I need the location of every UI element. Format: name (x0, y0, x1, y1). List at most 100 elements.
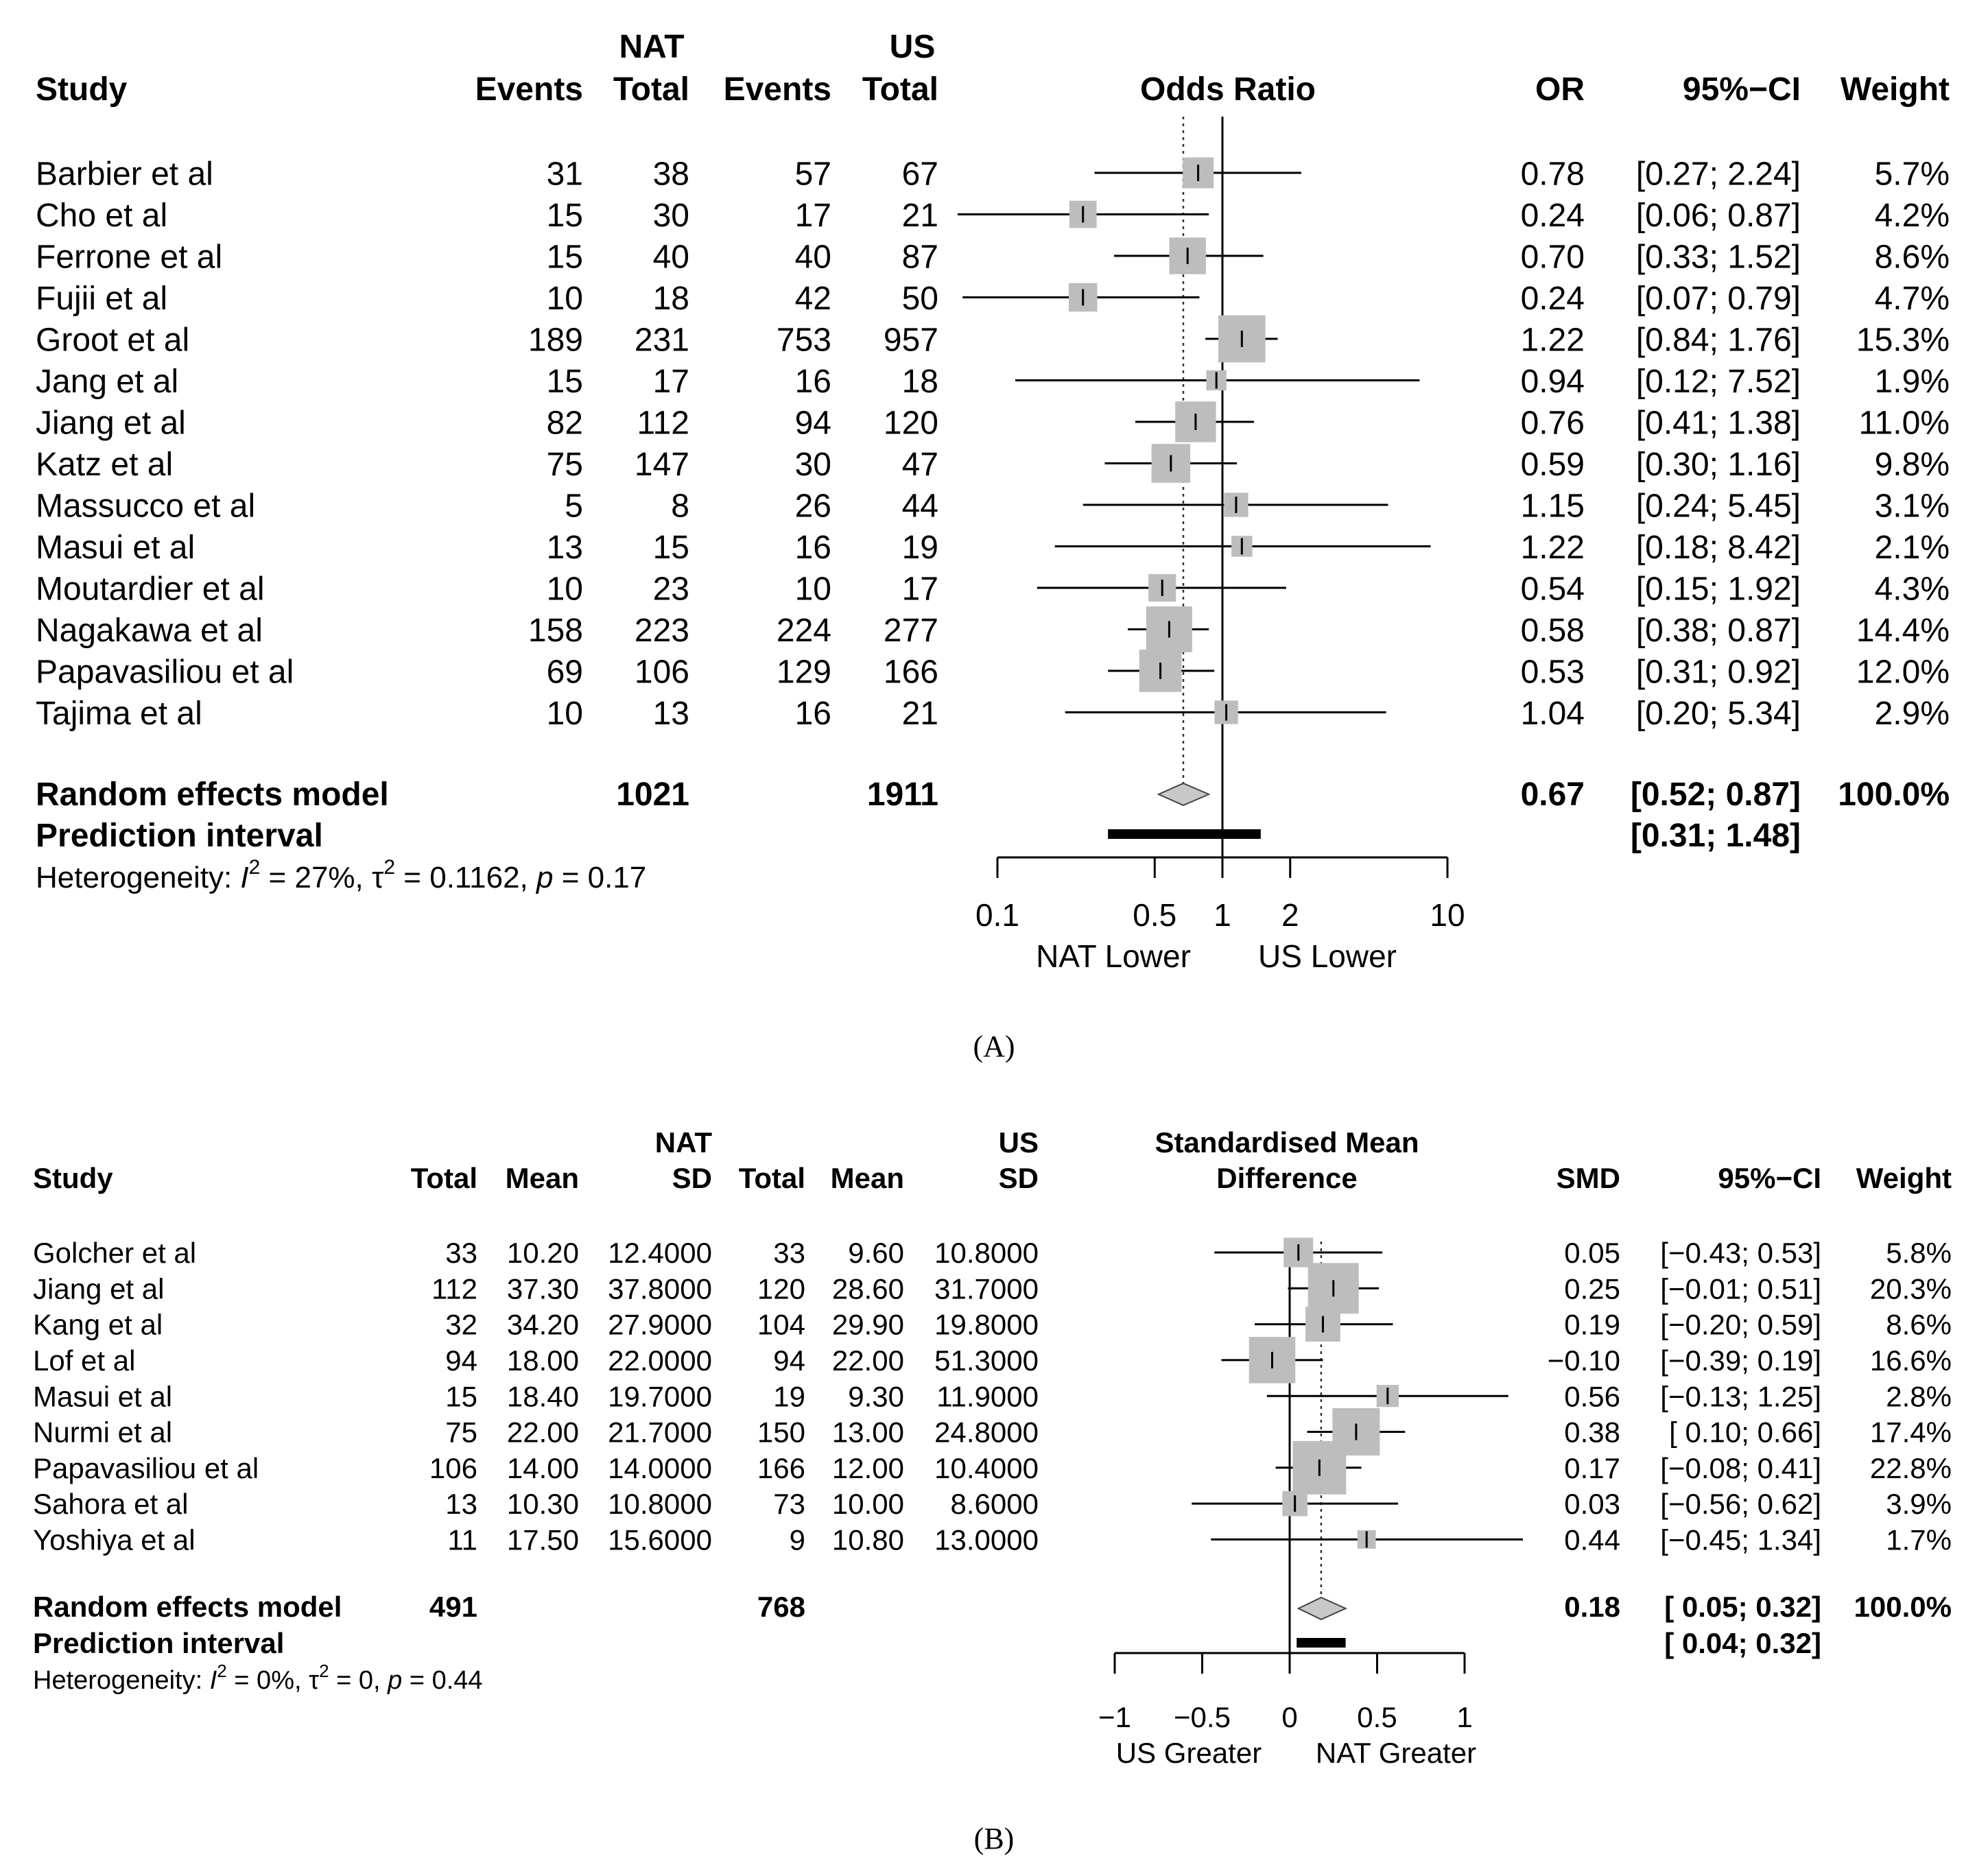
heterogeneity-text: Heterogeneity: I2 = 27%, τ2 = 0.1162, p … (36, 856, 646, 894)
study-weight: 15.3% (1856, 322, 1950, 358)
study-total1: 106 (429, 1452, 477, 1484)
study-sd1: 10.8000 (608, 1488, 712, 1520)
summary-total-nat-b: 491 (429, 1591, 477, 1623)
x-axis-a: 0.1 0.5 1 2 10 (975, 856, 1465, 933)
x-axis-tick-label: 0.5 (1357, 1701, 1397, 1733)
study-events2: 30 (795, 447, 831, 483)
study-total1: 15 (445, 1380, 477, 1412)
study-name: Masui et al (36, 530, 195, 566)
study-events1: 13 (547, 530, 583, 566)
study-sd1: 12.4000 (608, 1237, 712, 1269)
study-total2: 19 (773, 1380, 805, 1412)
study-est: 0.56 (1564, 1380, 1620, 1412)
study-est: 0.19 (1564, 1309, 1620, 1341)
study-sd2: 31.7000 (934, 1272, 1039, 1305)
random-effects-label-b: Random effects model (33, 1591, 342, 1623)
study-mean2: 29.90 (832, 1309, 904, 1341)
study-est: 0.24 (1521, 198, 1585, 234)
xlabel-us-lower: US Lower (1258, 938, 1397, 974)
header-odds-ratio: Odds Ratio (1140, 71, 1316, 108)
study-events2: 94 (795, 405, 831, 441)
study-events1: 158 (528, 613, 583, 649)
header-mean-nat-b: Mean (506, 1162, 579, 1194)
study-sd2: 24.8000 (934, 1416, 1039, 1449)
study-est: 0.53 (1521, 654, 1585, 690)
plot-marks-a (958, 117, 1431, 857)
study-total1: 32 (445, 1309, 477, 1341)
study-ci: [0.15; 1.92] (1636, 571, 1801, 607)
study-est: 0.17 (1564, 1452, 1620, 1484)
study-mean2: 22.00 (832, 1344, 904, 1377)
summary-ci: [0.52; 0.87] (1631, 776, 1801, 813)
study-est: −0.10 (1548, 1344, 1620, 1377)
study-events1: 69 (547, 654, 583, 690)
panel-a-caption: (A) (973, 1030, 1015, 1063)
study-weight: 2.8% (1886, 1380, 1952, 1412)
header-events-nat: Events (475, 71, 583, 108)
study-ci: [ 0.10; 0.66] (1669, 1416, 1821, 1449)
summary-weight: 100.0% (1838, 776, 1950, 813)
summary-smd: 0.18 (1564, 1591, 1620, 1623)
study-events2: 224 (777, 613, 831, 649)
study-weight: 5.8% (1886, 1237, 1952, 1269)
study-weight: 2.1% (1875, 530, 1950, 566)
study-sd2: 8.6000 (951, 1488, 1039, 1520)
study-total2: 73 (773, 1488, 805, 1520)
x-axis-tick-label: 0.5 (1133, 897, 1176, 933)
x-axis-tick-label: 1 (1456, 1701, 1472, 1733)
study-total2: 957 (884, 322, 938, 358)
header-sd-nat-b: SD (672, 1162, 712, 1194)
study-rows-a: Barbier et al 31 38 57 67 0.78 [0.27; 2.24] 5.7… (36, 156, 1950, 732)
header-sd-us-b: SD (999, 1162, 1039, 1194)
study-weight: 12.0% (1856, 654, 1950, 690)
study-total1: 33 (445, 1237, 477, 1269)
study-sd1: 19.7000 (608, 1380, 712, 1412)
xlabel-nat-lower: NAT Lower (1036, 938, 1191, 974)
study-events1: 10 (547, 696, 583, 732)
prediction-ci-b: [ 0.04; 0.32] (1664, 1627, 1821, 1659)
study-name: Katz et al (36, 447, 173, 483)
study-ci: [−0.20; 0.59] (1660, 1309, 1821, 1341)
study-total2: 44 (902, 488, 938, 524)
study-est: 0.24 (1521, 281, 1585, 317)
us-group-label: US (890, 29, 936, 65)
study-est: 0.78 (1521, 156, 1585, 192)
study-events1: 5 (565, 488, 583, 524)
nat-group-label-b: NAT (655, 1126, 713, 1159)
study-ci: [0.31; 0.92] (1636, 654, 1801, 690)
study-est: 0.44 (1564, 1524, 1620, 1556)
study-sd2: 10.8000 (934, 1237, 1039, 1269)
study-name: Jang et al (36, 364, 178, 400)
study-est: 0.38 (1564, 1416, 1620, 1449)
study-mean1: 10.30 (507, 1488, 579, 1520)
study-events1: 31 (547, 156, 583, 192)
study-weight: 17.4% (1870, 1416, 1952, 1449)
study-name: Lof et al (33, 1344, 135, 1377)
prediction-ci: [0.31; 1.48] (1631, 818, 1801, 854)
study-total1: 112 (637, 405, 689, 441)
study-events1: 15 (547, 198, 583, 234)
study-weight: 5.7% (1875, 156, 1950, 192)
header-events-us: Events (724, 71, 831, 108)
plot-marks-b (1192, 1237, 1523, 1653)
study-total1: 17 (653, 364, 689, 400)
study-sd1: 37.8000 (608, 1272, 712, 1305)
summary-total-us-b: 768 (757, 1591, 805, 1623)
study-total2: 21 (902, 696, 938, 732)
study-sd1: 15.6000 (608, 1524, 712, 1556)
study-sd2: 11.9000 (936, 1380, 1039, 1412)
study-est: 1.22 (1521, 322, 1585, 358)
study-total2: 21 (902, 198, 938, 234)
study-name: Barbier et al (36, 156, 213, 192)
study-total1: 40 (653, 239, 689, 275)
xlabel-us-greater: US Greater (1116, 1737, 1262, 1769)
study-sd1: 27.9000 (608, 1309, 712, 1341)
study-weight: 4.3% (1875, 571, 1950, 607)
header-smd: SMD (1557, 1162, 1620, 1194)
study-total1: 231 (635, 322, 689, 358)
study-ci: [0.41; 1.38] (1636, 405, 1801, 441)
header-total-nat: Total (613, 71, 689, 108)
study-events1: 82 (547, 405, 583, 441)
header-or: OR (1535, 71, 1585, 108)
study-ci: [0.20; 5.34] (1636, 696, 1801, 732)
